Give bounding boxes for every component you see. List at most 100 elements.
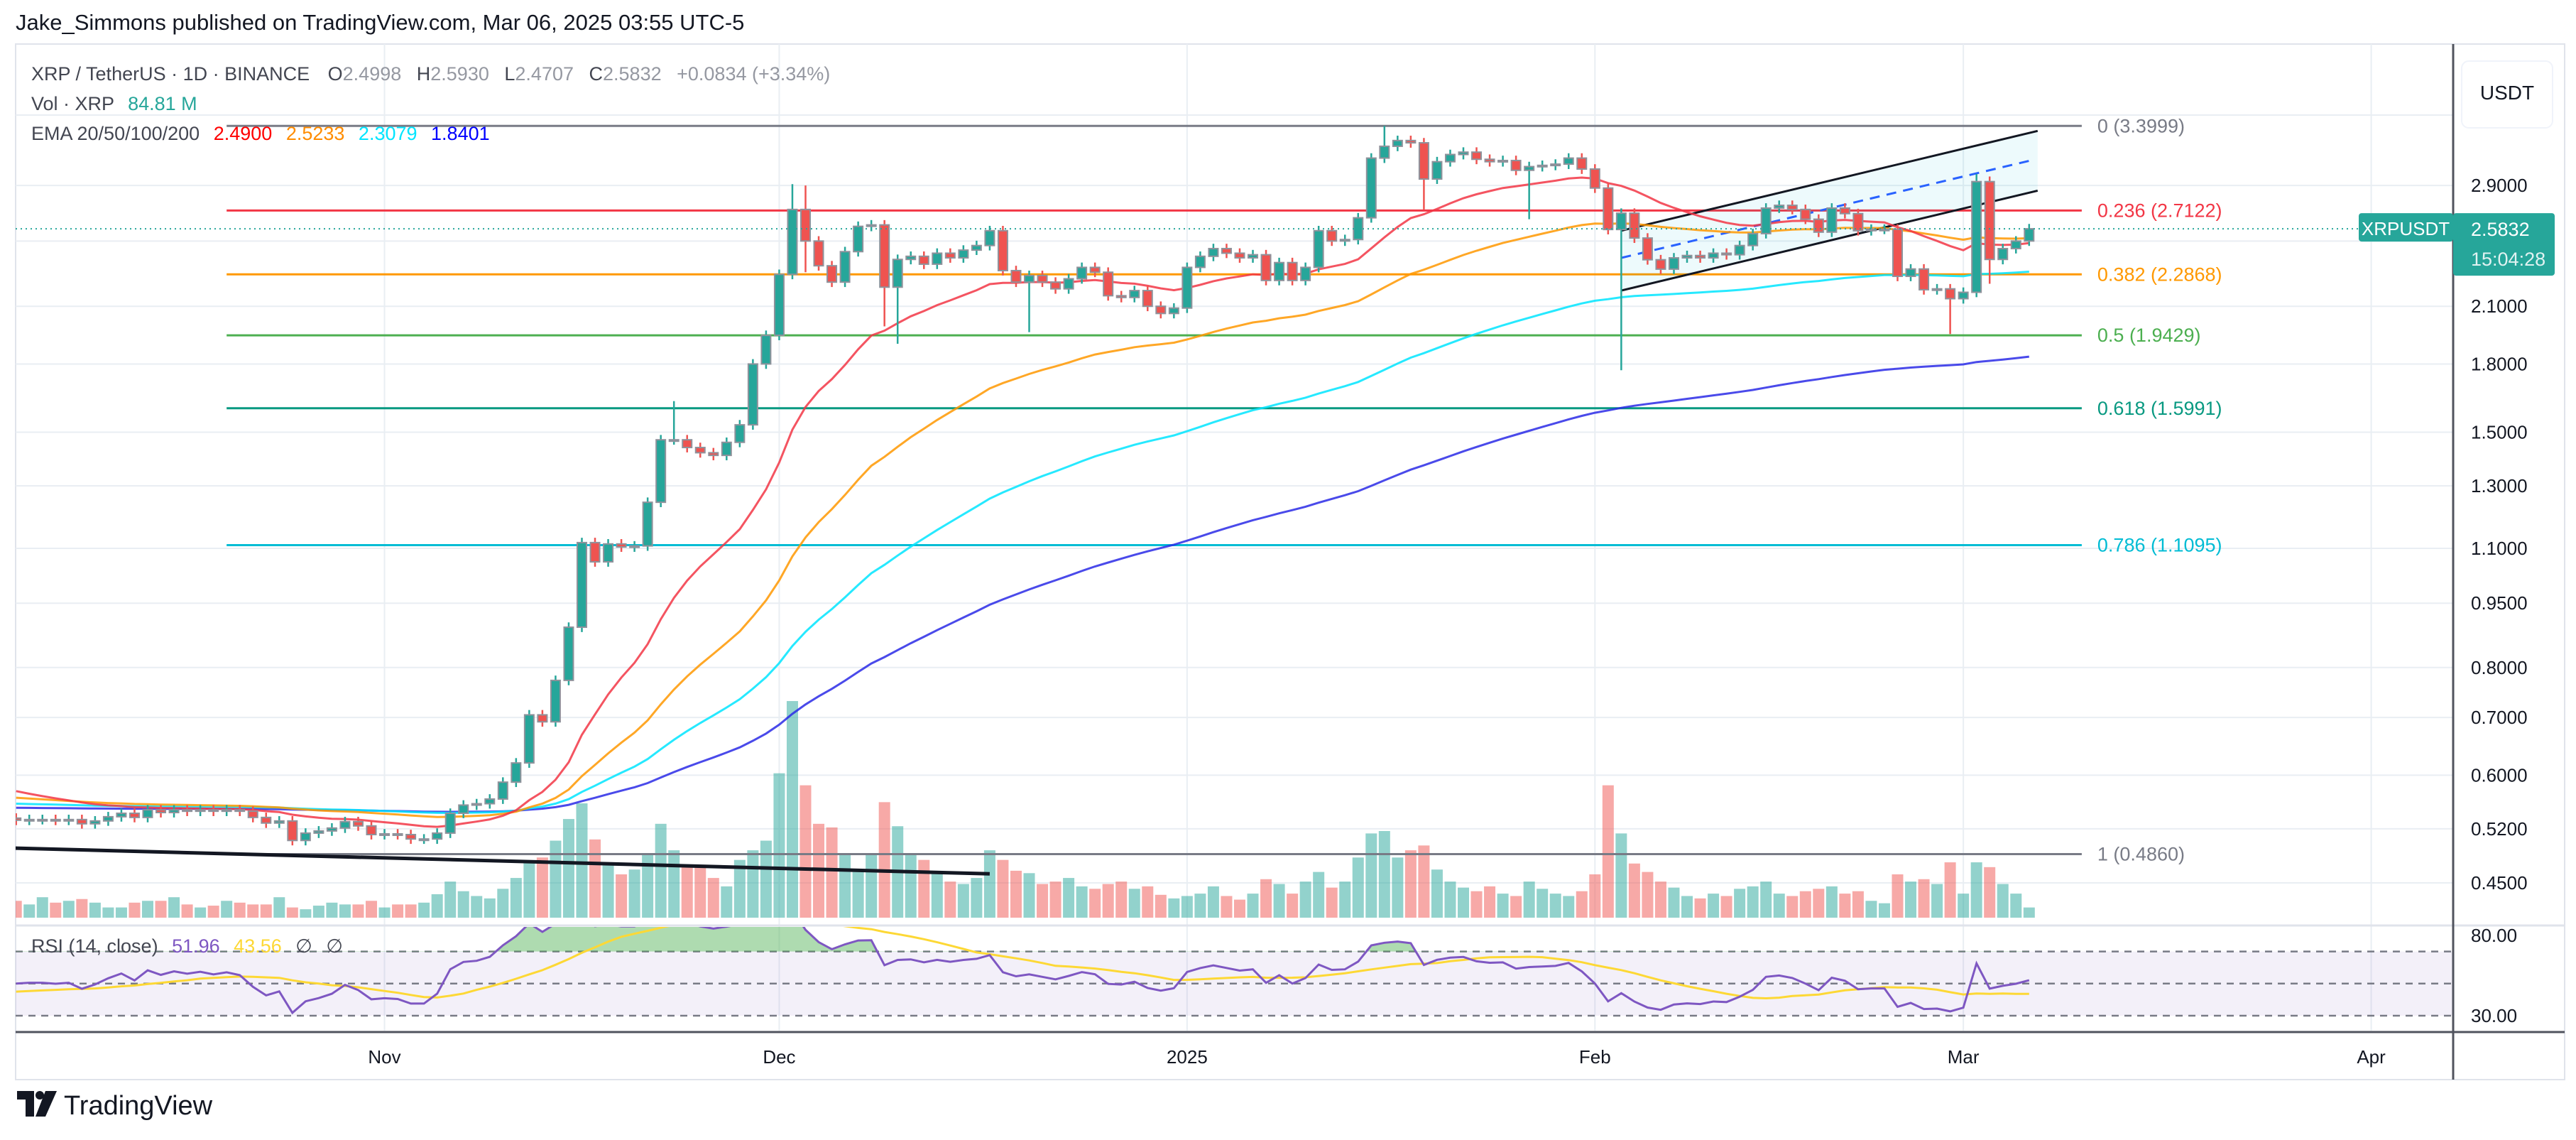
grid [16,44,2453,1031]
candle-body [23,818,35,822]
candle-body [1379,145,1390,159]
candle [432,828,443,845]
price-pane[interactable] [9,124,2453,918]
candle [1905,264,1916,281]
volume-bar [418,902,430,918]
price-tag-countdown: 15:04:28 [2471,249,2545,270]
candle [1458,147,1469,160]
candle [1760,203,1772,239]
candle-body [839,251,851,283]
volume-bar [36,897,48,918]
candle [1537,160,1548,172]
candle-body [273,820,285,824]
symbol-legend[interactable]: XRP / TetherUS · 1D · BINANCE O2.4998 H2… [31,63,830,85]
time-axis[interactable]: Nov Dec 2025 Feb Mar Apr [368,1046,2386,1068]
candle [1524,161,1535,219]
volume-bar [1352,857,1364,918]
candle [1945,283,1956,335]
candle [1076,262,1088,284]
candle-body [1050,281,1061,290]
channel-middle-line[interactable] [1621,159,2031,259]
candle-body [379,832,391,836]
volume-bar [589,839,601,918]
candle [1405,136,1417,148]
change-value: +0.0834 (+3.34%) [677,63,830,85]
candle [1142,286,1153,312]
candle [918,251,929,269]
candle [1615,208,1627,371]
volume-bar [1194,894,1206,918]
candle [1037,271,1048,288]
volume-bar [195,907,207,918]
volume-bar [444,881,457,918]
candle-body [642,501,653,547]
candle-body [418,838,430,842]
candle-body [1510,159,1522,171]
candle-body [16,817,22,821]
low-value: 2.4707 [515,63,574,85]
candle [76,815,87,829]
currency-button[interactable]: USDT [2461,60,2553,129]
candle [511,758,522,788]
fib-level-label: 0.5 (1.9429) [2097,325,2201,346]
candle-body [1695,254,1706,259]
ema200-value: 1.8401 [431,123,490,144]
volume-bar [76,899,88,918]
volume-bar [1865,901,1877,918]
candle-body [721,441,732,457]
candle-body [1642,237,1653,261]
candle-body [458,804,469,814]
channel-lower-line[interactable] [1621,189,2039,292]
high-label: H [417,63,431,85]
volume-bar [576,803,588,918]
volume-bar [326,902,338,918]
candle [682,435,693,452]
fib-level-label: 0 (3.3999) [2097,115,2185,136]
candle-body [787,208,798,276]
rsi-pane[interactable] [16,910,2453,1017]
volume-bar [1747,886,1759,918]
candle-body [708,452,719,457]
candle [1576,153,1588,174]
trendline[interactable] [9,846,990,876]
candle [1168,303,1179,319]
candle-body [1786,205,1798,210]
candle-body [432,832,443,840]
volume-bar [773,773,785,918]
candle-body [800,208,811,242]
candle [853,221,864,257]
candle [1931,283,1943,295]
volume-bar [1589,874,1601,918]
rsi-legend[interactable]: RSI (14, close) 51.96 43.56 ∅ ∅ [31,935,343,957]
fib-retracement[interactable] [227,124,2082,855]
candle-body [1905,268,1916,278]
candle [1471,147,1483,165]
candle [1208,244,1219,261]
price-axis-tick: 0.6000 [2471,764,2528,786]
candle [603,538,614,567]
candle [1444,149,1456,167]
volume-bar [1984,867,1996,918]
candle-body [1431,161,1443,180]
candle-body [905,255,917,261]
volume-bar [971,878,983,918]
volume-bar [431,894,443,918]
volume-bar [1628,863,1640,918]
tradingview-logo[interactable]: TradingView [17,1091,213,1121]
candle [589,538,601,567]
candle [484,794,496,809]
candle [1221,244,1232,259]
ema-legend-label: EMA 20/50/100/200 [31,123,200,144]
volume-bar [155,901,167,918]
candle-body [392,832,403,836]
candle [1839,203,1850,219]
candle-body [89,820,101,825]
ema-legend[interactable]: EMA 20/50/100/200 2.4900 2.5233 2.3079 1… [31,123,490,144]
volume-legend[interactable]: Vol · XRP 84.81 M [31,93,197,114]
candle-body [1747,232,1759,246]
candle-body [576,541,587,629]
candle-body [484,798,496,805]
candle-body [182,809,193,813]
candle [773,269,785,341]
